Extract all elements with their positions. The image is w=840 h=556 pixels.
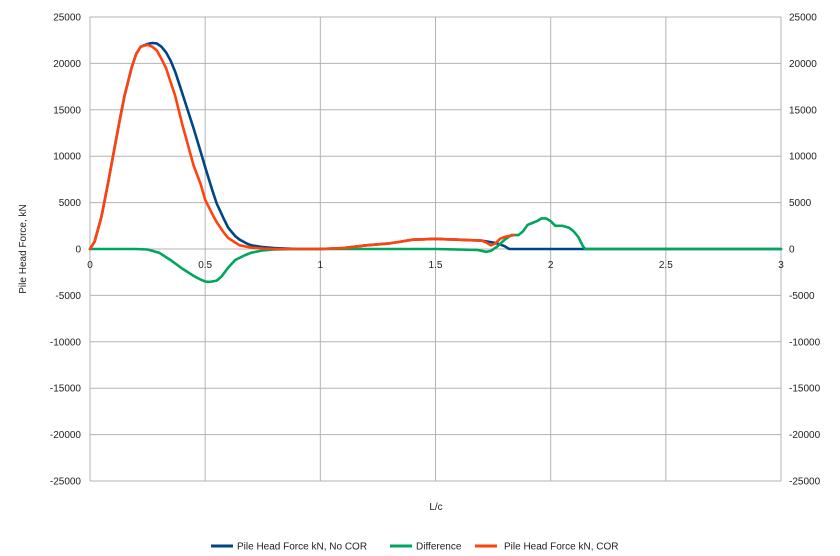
- x-tick-label: 1.5: [429, 260, 443, 271]
- y-tick-label-left: 15000: [53, 105, 81, 116]
- y-axis-left-ticks: 25000 20000 15000 10000 5000 0 -5000 -10000 -150…: [50, 13, 82, 488]
- y-tick-label-right: -20000: [789, 430, 821, 441]
- y-tick-label-right: 0: [789, 245, 795, 256]
- y-tick-label-left: 10000: [53, 152, 81, 163]
- series-line-2: [88, 217, 783, 284]
- y-tick-label-right: -10000: [789, 337, 821, 348]
- y-tick-label-left: 20000: [53, 59, 81, 70]
- legend-label: Difference: [416, 542, 462, 553]
- y-tick-label-left: 5000: [59, 198, 82, 209]
- x-tick-label: 2: [548, 260, 554, 271]
- y-tick-label-right: -25000: [789, 477, 821, 488]
- y-tick-label-left: -5000: [55, 291, 81, 302]
- y-axis-right-ticks: 25000 20000 15000 10000 5000 0 -5000 -10000 -150…: [789, 13, 821, 488]
- y-axis-title: Pile Head Force, kN: [18, 204, 29, 293]
- y-tick-label-right: 25000: [789, 13, 817, 24]
- y-tick-label-right: -15000: [789, 384, 821, 395]
- x-axis-ticks: 0 0.5 1 1.5 2 2.5 3: [87, 260, 784, 271]
- legend-label: Pile Head Force kN, No COR: [237, 542, 367, 553]
- y-tick-label-right: -5000: [789, 291, 815, 302]
- x-tick-label: 1: [318, 260, 324, 271]
- y-tick-label-left: -20000: [50, 430, 82, 441]
- y-tick-label-right: 20000: [789, 59, 817, 70]
- y-tick-label-left: -10000: [50, 337, 82, 348]
- x-tick-label: 0.5: [198, 260, 212, 271]
- x-tick-label: 0: [87, 260, 93, 271]
- y-tick-label-right: 10000: [789, 152, 817, 163]
- series: [88, 41, 783, 284]
- y-tick-label-left: 25000: [53, 13, 81, 24]
- series-line-3: [88, 43, 516, 251]
- x-tick-label: 3: [778, 260, 784, 271]
- y-tick-label-left: -15000: [50, 384, 82, 395]
- x-tick-label: 2.5: [659, 260, 673, 271]
- legend-label: Pile Head Force kN, COR: [504, 542, 618, 553]
- x-axis-title: L/c: [429, 502, 442, 513]
- y-tick-label-left: 0: [75, 245, 81, 256]
- y-tick-label-left: -25000: [50, 477, 82, 488]
- y-tick-label-right: 5000: [789, 198, 812, 209]
- y-tick-label-right: 15000: [789, 105, 817, 116]
- legend: Pile Head Force kN, No COR Difference Pile…: [211, 542, 618, 553]
